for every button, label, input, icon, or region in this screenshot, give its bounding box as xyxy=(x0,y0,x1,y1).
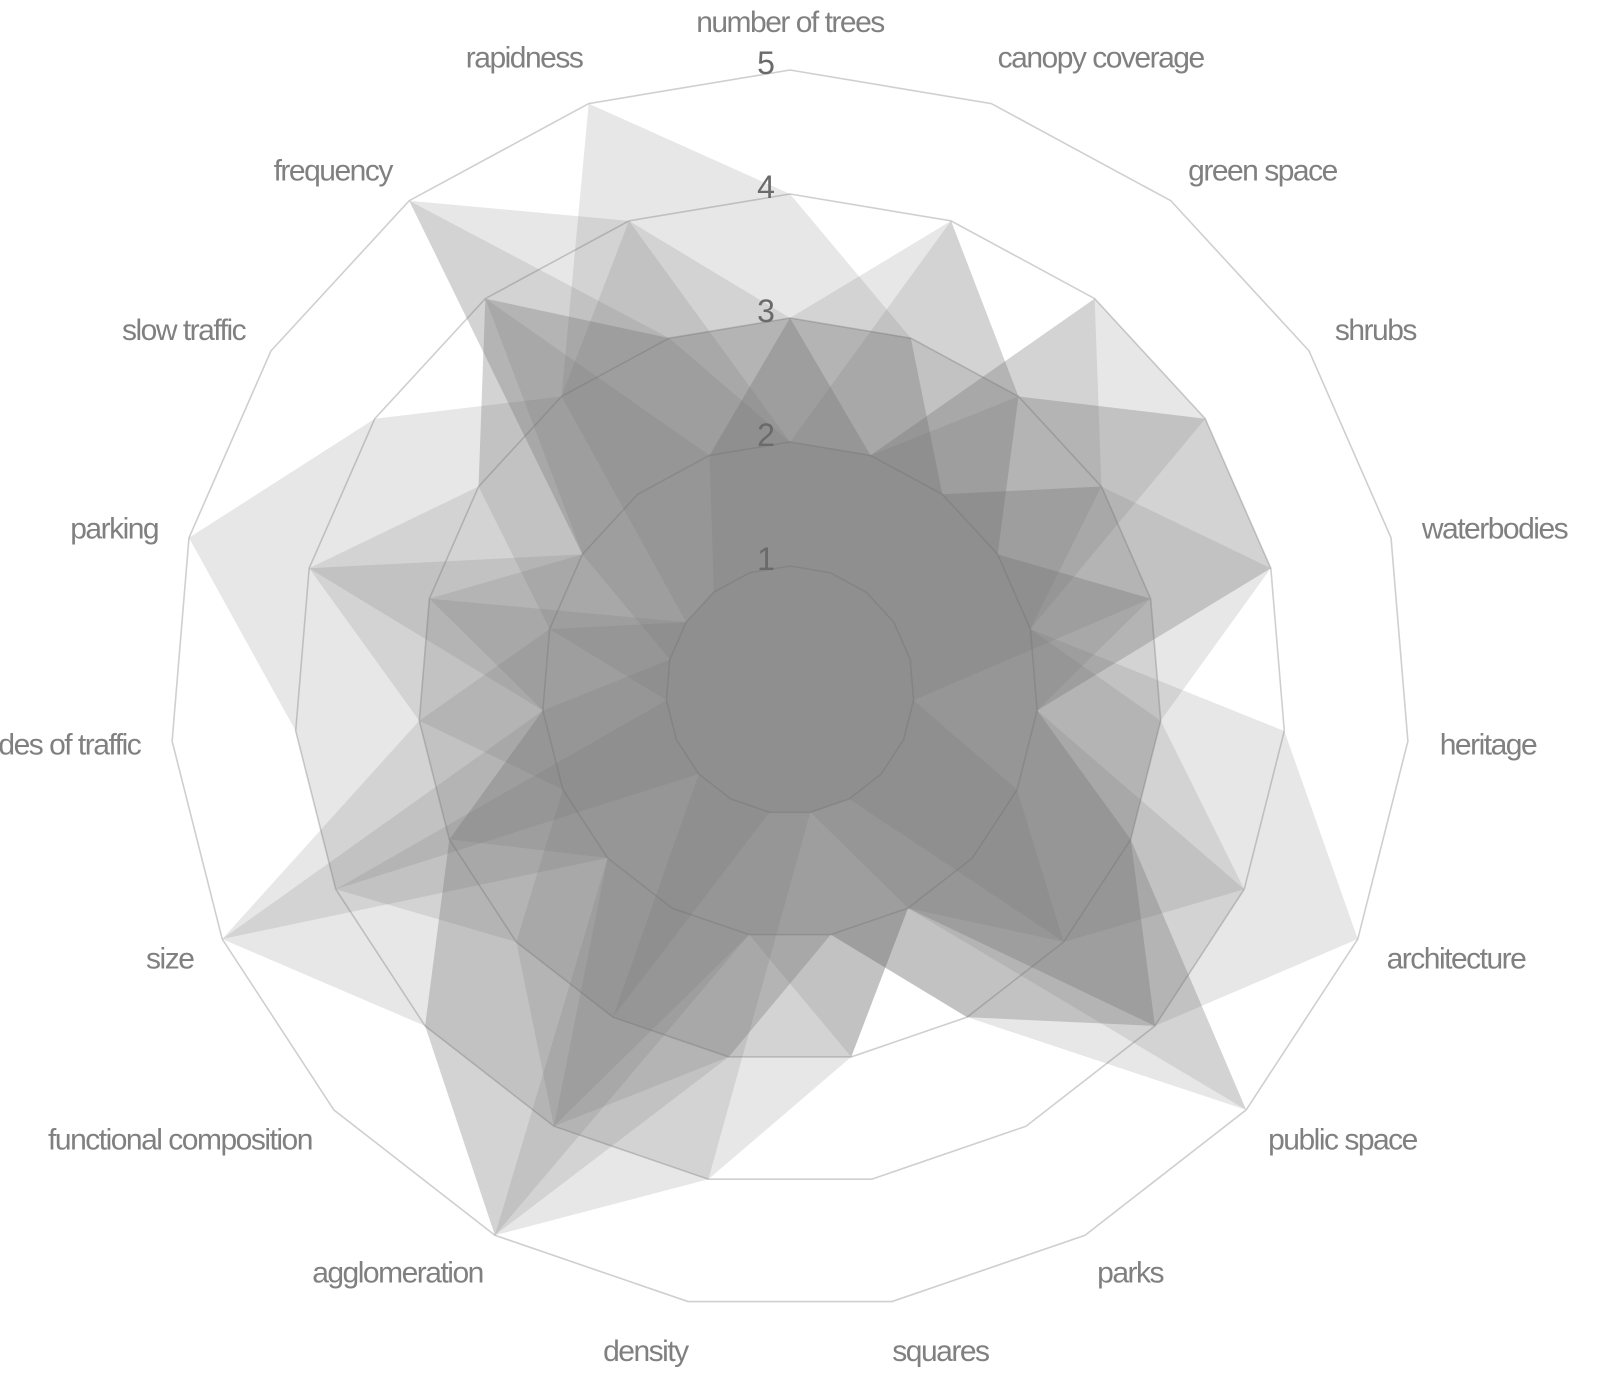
grid-ring-4 xyxy=(294,193,1286,1181)
series-polygon-3 xyxy=(419,103,1245,1057)
axis-label-parking: parking xyxy=(70,512,158,545)
axis-label-waterbodies: waterbodies xyxy=(1421,512,1568,545)
grid-ring-2 xyxy=(542,441,1038,936)
axis-label-parks: parks xyxy=(1097,1257,1163,1290)
axis-label-slow-traffic: slow traffic xyxy=(122,314,247,347)
grid-ring-1 xyxy=(665,565,915,814)
tick-label-1: 1 xyxy=(757,541,775,577)
axis-label-layer: number of trees canopy coverage green spac… xyxy=(0,6,1569,1368)
tick-label-5: 5 xyxy=(757,45,775,81)
series-layer xyxy=(188,103,1358,1236)
axis-label-green-space: green space xyxy=(1188,155,1337,188)
axis-label-frequency: frequency xyxy=(274,155,394,188)
axis-label-size: size xyxy=(146,942,194,975)
axis-label-shrubs: shrubs xyxy=(1335,314,1417,347)
series-polygon-7 xyxy=(409,200,1247,1127)
axis-label-agglomeration: agglomeration xyxy=(312,1257,483,1290)
tick-label-layer: 1 2 3 4 5 xyxy=(757,45,775,577)
axis-label-modes-of-traffic: modes of traffic xyxy=(0,728,142,761)
series-polygon-1 xyxy=(335,318,1151,1018)
axis-label-canopy-coverage: canopy coverage xyxy=(998,42,1205,75)
axis-label-number-of-trees: number of trees xyxy=(696,6,884,39)
axis-label-density: density xyxy=(603,1335,689,1368)
tick-label-2: 2 xyxy=(757,417,775,453)
grid-ring-5 xyxy=(171,69,1409,1303)
axis-label-squares: squares xyxy=(892,1335,989,1368)
axis-label-architecture: architecture xyxy=(1387,942,1527,975)
axis-label-rapidness: rapidness xyxy=(466,42,583,75)
series-polygon-4 xyxy=(222,200,1247,1180)
axis-label-public-space: public space xyxy=(1268,1124,1418,1157)
series-polygon-8 xyxy=(222,298,1271,1236)
grid-ring-3 xyxy=(418,317,1162,1058)
series-polygon-5 xyxy=(419,298,1271,1236)
axis-label-heritage: heritage xyxy=(1440,728,1537,761)
grid-layer xyxy=(171,69,1409,1303)
series-polygon-6 xyxy=(188,220,1358,1127)
axis-label-functional-composition: functional composition xyxy=(48,1124,312,1157)
series-polygon-2 xyxy=(449,298,1271,1236)
tick-label-4: 4 xyxy=(757,169,775,205)
tick-label-3: 3 xyxy=(757,293,775,329)
